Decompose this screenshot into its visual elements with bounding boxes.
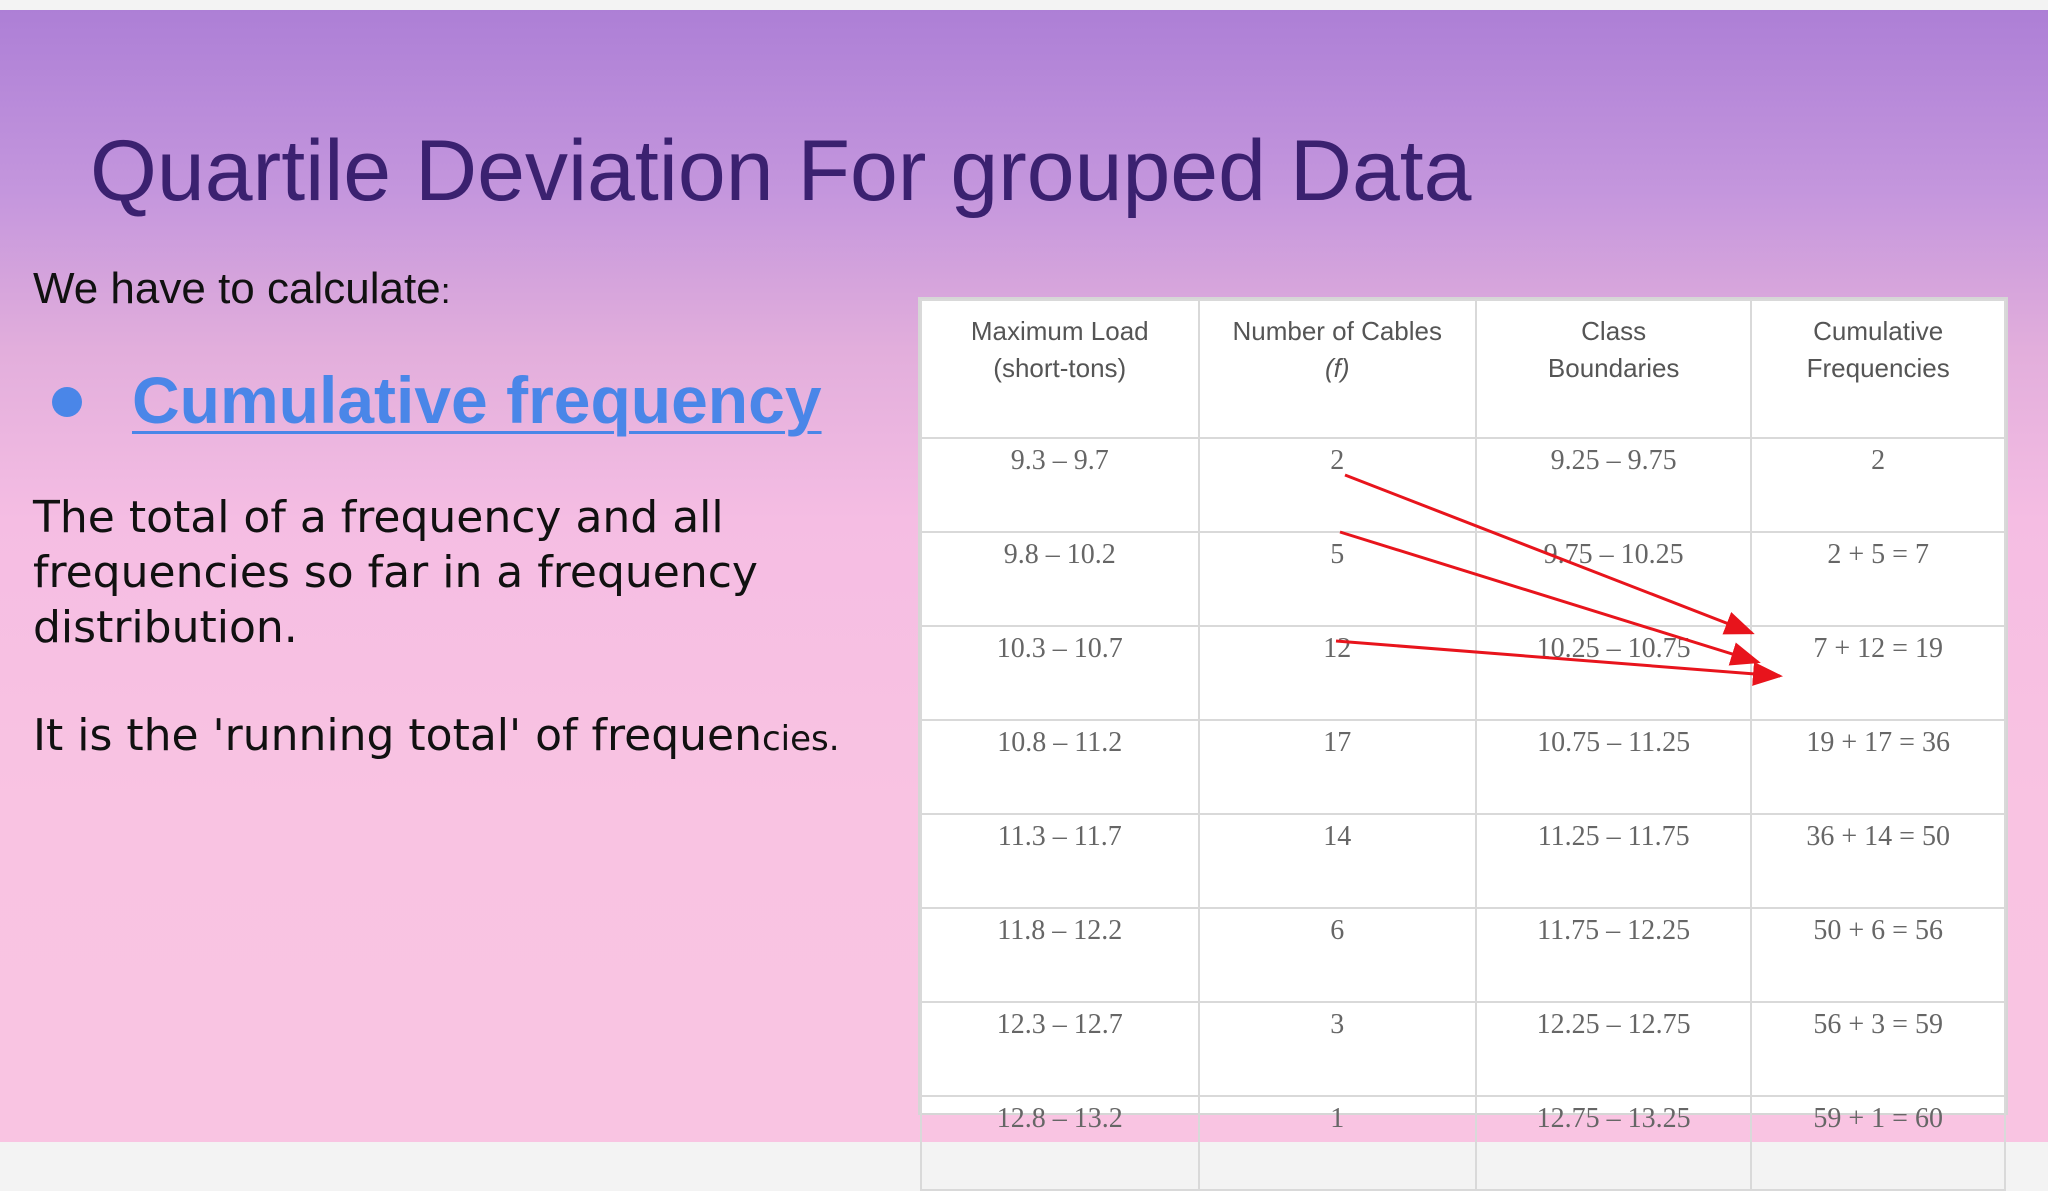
cumulative-cell: 2 + 5 = 7 [1750,531,2006,627]
cumulative-frequency-link[interactable]: Cumulative frequency [132,363,822,437]
cables-cell: 3 [1197,1001,1477,1097]
definition-line: The total of a frequency and all [33,492,724,543]
header-line: Frequencies [1806,353,1950,383]
header-line: Maximum Load [970,316,1149,346]
table-row: 10.3 – 10.7 12 10.25 – 10.75 7 + 12 = 19 [920,625,2006,721]
header-class-boundaries: Class Boundaries [1474,299,1753,439]
boundary-cell: 10.75 – 11.25 [1474,719,1753,815]
table-row: 10.8 – 11.2 17 10.75 – 11.25 19 + 17 = 3… [920,719,2006,815]
calculate-heading-colon: : [440,270,451,311]
cumulative-cell: 56 + 3 = 59 [1750,1001,2006,1097]
cables-cell: 12 [1197,625,1477,721]
slide-title: Quartile Deviation For grouped Data [90,123,1472,219]
boundary-cell: 9.75 – 10.25 [1474,531,1753,627]
boundary-cell: 9.25 – 9.75 [1474,437,1753,533]
boundary-cell: 11.75 – 12.25 [1474,907,1753,1003]
header-line: Cumulative [1813,316,1944,346]
boundary-cell: 12.75 – 13.25 [1474,1095,1753,1191]
definition-text: The total of a frequency and all frequen… [33,490,893,655]
load-cell: 10.8 – 11.2 [920,719,1200,815]
load-cell: 9.3 – 9.7 [920,437,1200,533]
calculate-heading-text: We have to calculate [33,264,441,313]
cumulative-cell: 36 + 14 = 50 [1750,813,2006,909]
header-line: Number of Cables [1232,316,1443,346]
table-row: 11.3 – 11.7 14 11.25 – 11.75 36 + 14 = 5… [920,813,2006,909]
load-cell: 10.3 – 10.7 [920,625,1200,721]
table-header-row: Maximum Load (short-tons) Number of Cable… [920,299,2006,439]
running-total-text: It is the 'running total' of frequencies… [33,710,840,761]
definition-line: distribution. [33,602,298,653]
boundary-cell: 12.25 – 12.75 [1474,1001,1753,1097]
cables-cell: 1 [1197,1095,1477,1191]
load-cell: 11.3 – 11.7 [920,813,1200,909]
cables-cell: 17 [1197,719,1477,815]
load-cell: 11.8 – 12.2 [920,907,1200,1003]
load-cell: 9.8 – 10.2 [920,531,1200,627]
calculate-heading: We have to calculate: [33,264,451,314]
load-cell: 12.8 – 13.2 [920,1095,1200,1191]
cumulative-cell: 19 + 17 = 36 [1750,719,2006,815]
cumulative-frequency-table: Maximum Load (short-tons) Number of Cable… [920,299,2006,1191]
cumulative-cell: 59 + 1 = 60 [1750,1095,2006,1191]
cumulative-cell: 2 [1750,437,2006,533]
header-line: Class [1581,316,1647,346]
cables-cell: 5 [1197,531,1477,627]
definition-line: frequencies so far in a frequency [33,547,758,598]
running-total-main: It is the 'running total' of frequen [33,710,762,761]
table-row: 12.3 – 12.7 3 12.25 – 12.75 56 + 3 = 59 [920,1001,2006,1097]
header-line: (f) [1324,353,1350,383]
table-row: 9.3 – 9.7 2 9.25 – 9.75 2 [920,437,2006,533]
table-row: 9.8 – 10.2 5 9.75 – 10.25 2 + 5 = 7 [920,531,2006,627]
cumulative-frequency-table-image: Maximum Load (short-tons) Number of Cable… [918,297,2008,1191]
cables-cell: 2 [1197,437,1477,533]
header-line: (short-tons) [993,353,1127,383]
header-maximum-load: Maximum Load (short-tons) [920,299,1200,439]
cables-cell: 14 [1197,813,1477,909]
bullet-item: Cumulative frequency [52,362,822,438]
boundary-cell: 11.25 – 11.75 [1474,813,1753,909]
header-line: Boundaries [1547,353,1680,383]
table-row: 11.8 – 12.2 6 11.75 – 12.25 50 + 6 = 56 [920,907,2006,1003]
running-total-suffix: cies. [761,719,840,759]
cumulative-cell: 50 + 6 = 56 [1750,907,2006,1003]
table-row: 12.8 – 13.2 1 12.75 – 13.25 59 + 1 = 60 [920,1095,2006,1191]
cables-cell: 6 [1197,907,1477,1003]
bullet-dot-icon [52,387,82,417]
cumulative-cell: 7 + 12 = 19 [1750,625,2006,721]
header-cumulative-frequencies: Cumulative Frequencies [1750,299,2006,439]
header-number-of-cables: Number of Cables (f) [1197,299,1477,439]
load-cell: 12.3 – 12.7 [920,1001,1200,1097]
boundary-cell: 10.25 – 10.75 [1474,625,1753,721]
